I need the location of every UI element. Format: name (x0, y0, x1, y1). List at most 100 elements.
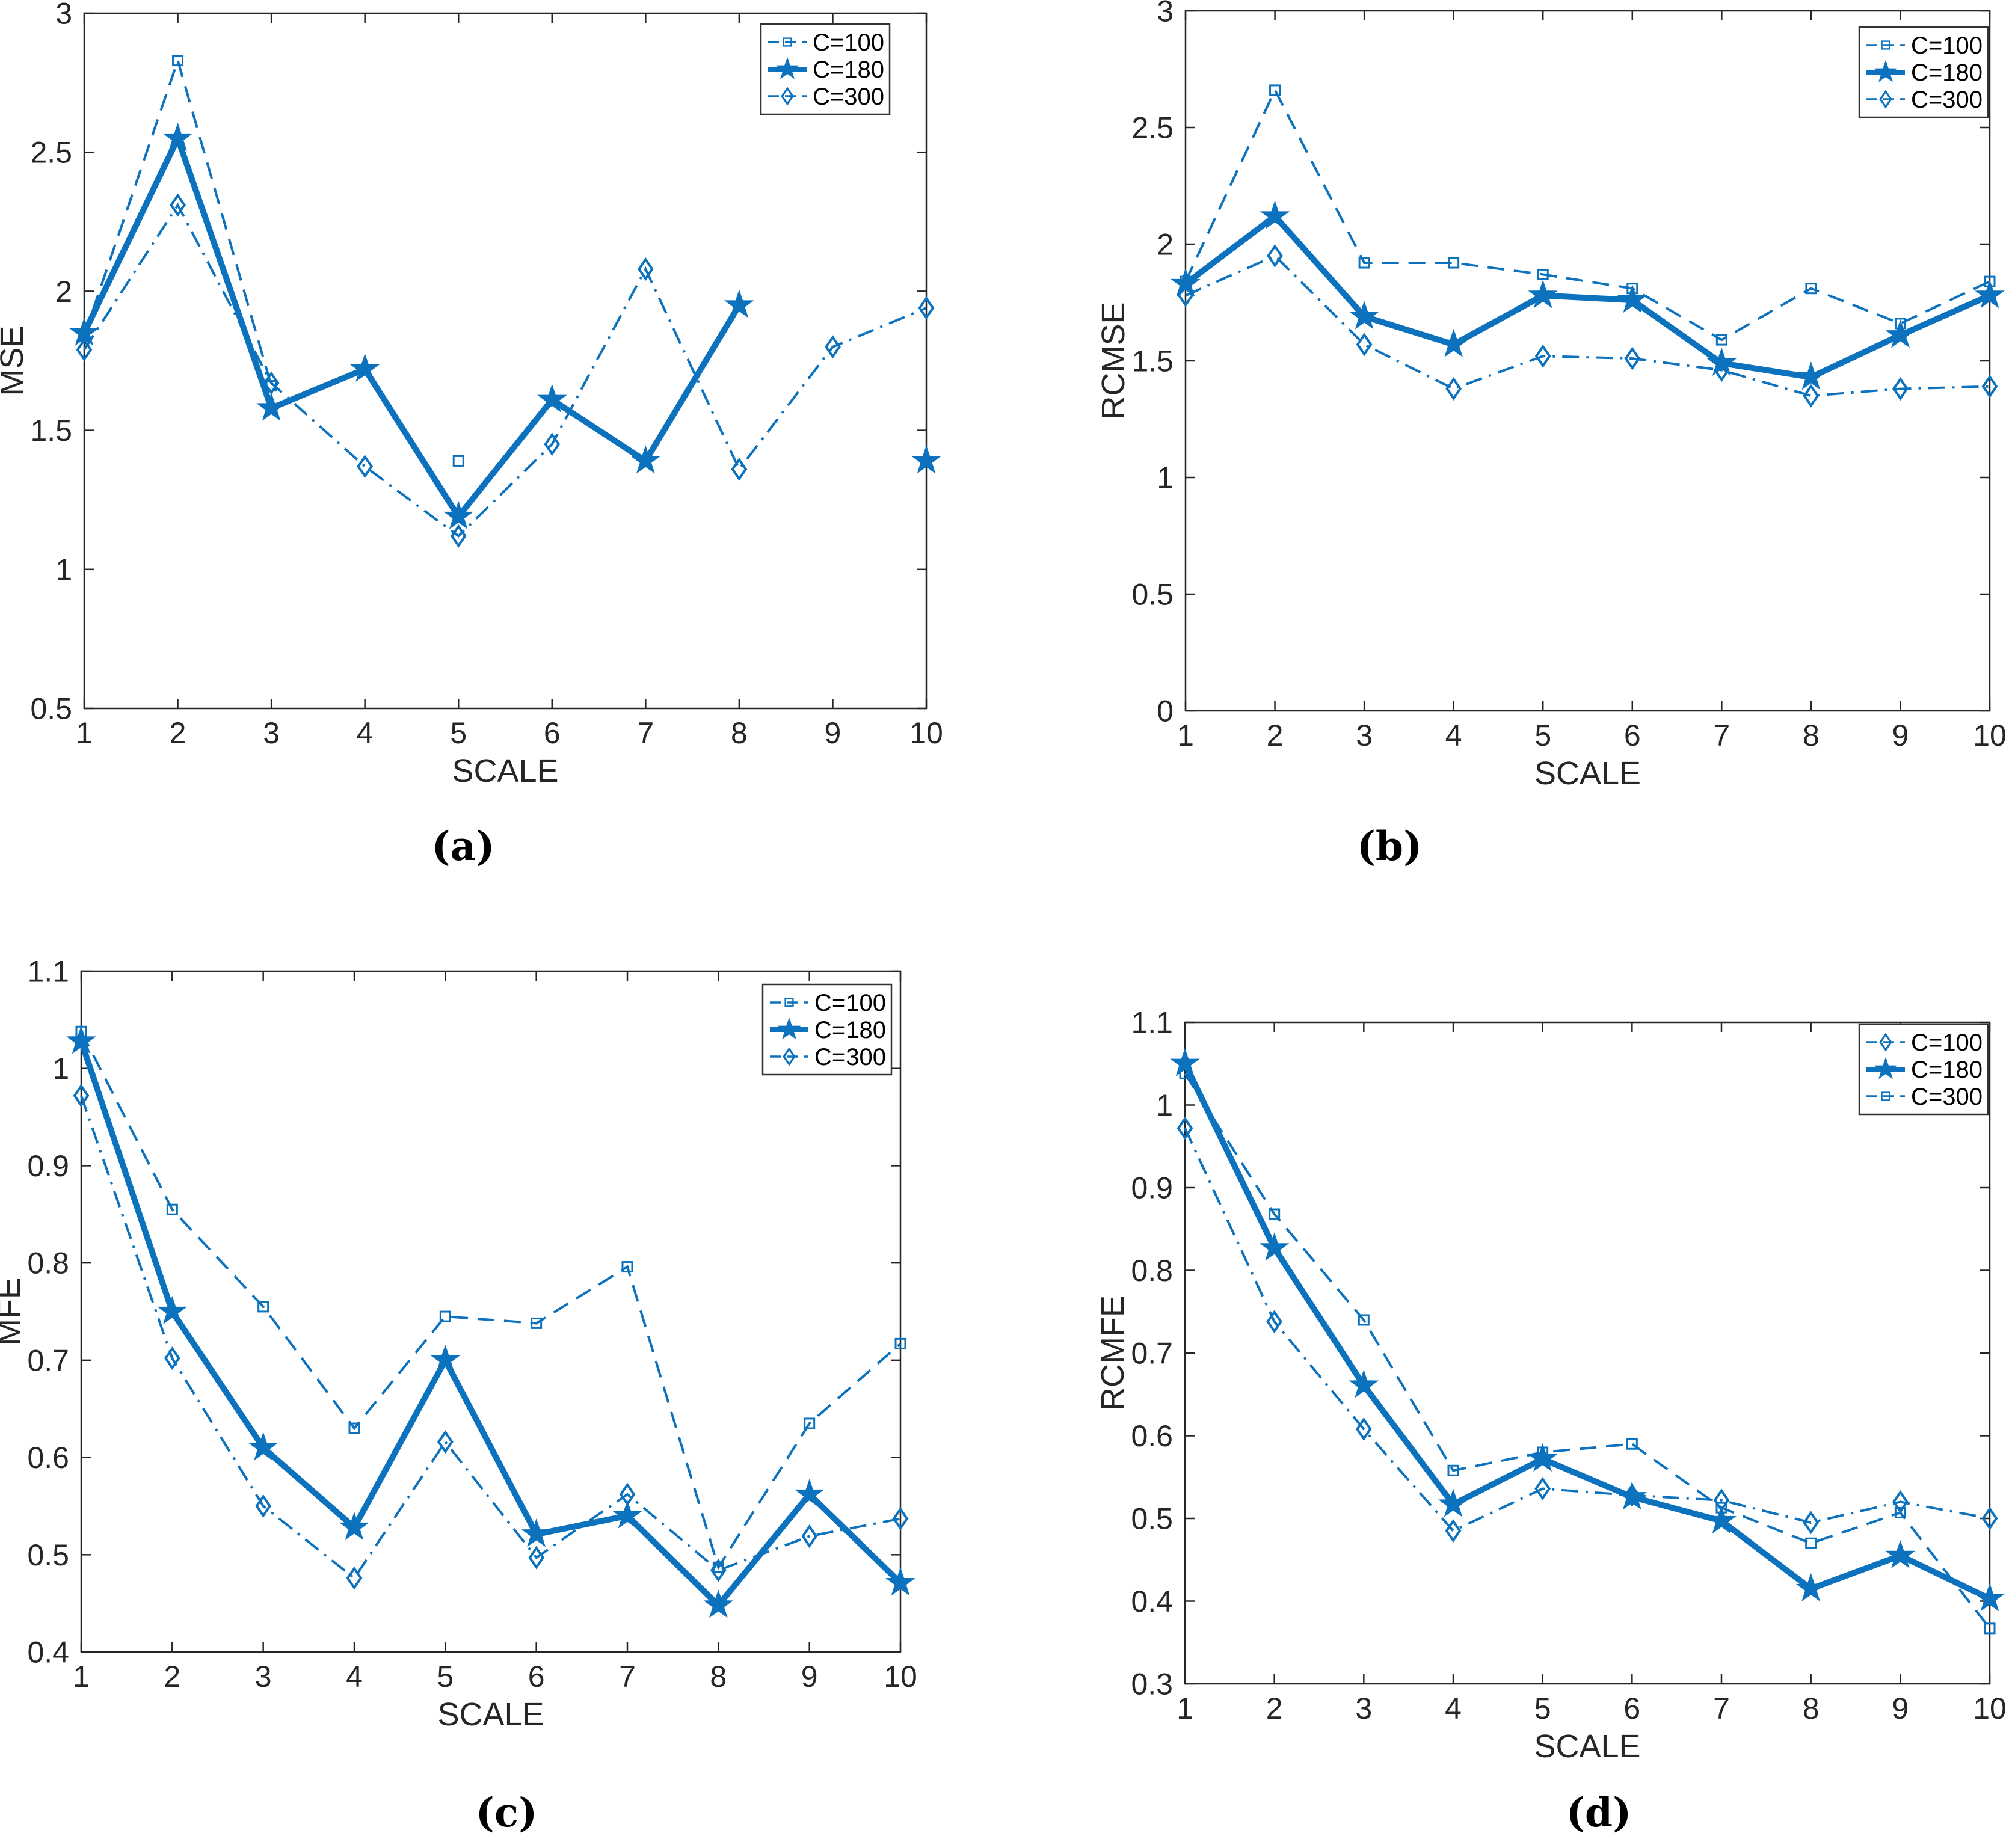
diamond-marker-icon (619, 1482, 636, 1506)
star-marker-icon (66, 1025, 96, 1054)
square-marker-icon (348, 1422, 360, 1434)
star-marker-icon (430, 1344, 461, 1374)
diamond-marker-icon (1177, 1116, 1193, 1140)
y-tick-label: 0.8 (27, 1247, 69, 1280)
x-tick-label: 7 (1713, 719, 1730, 752)
x-tick-label: 2 (1266, 1692, 1283, 1725)
star-marker-icon (1260, 200, 1290, 229)
diamond-marker-icon (1803, 384, 1820, 408)
square-marker-icon (172, 55, 184, 67)
y-tick-label: 0.5 (1131, 578, 1174, 612)
star-marker-icon (1796, 361, 1826, 390)
legend-label: C=180 (1911, 60, 1983, 86)
x-tick-label: 1 (1177, 1692, 1193, 1725)
x-tick-label: 5 (1534, 719, 1551, 752)
square-marker-icon (894, 1337, 906, 1349)
diamond-marker-icon (1803, 1511, 1820, 1535)
star-marker-icon (1438, 328, 1469, 357)
x-tick-label: 6 (544, 716, 561, 750)
square-marker-icon (784, 998, 794, 1007)
diamond-marker-icon (357, 455, 374, 479)
diamond-marker-icon (346, 1566, 363, 1590)
star-marker-icon (537, 384, 567, 413)
diamond-marker-icon (73, 1084, 90, 1108)
x-tick-label: 3 (263, 716, 280, 750)
x-tick-label: 3 (1355, 1692, 1372, 1725)
x-tick-label: 8 (1803, 1692, 1820, 1725)
square-marker-icon (439, 1310, 451, 1322)
square-marker-icon (621, 1261, 633, 1273)
star-marker-icon (1795, 1573, 1826, 1602)
legend-label: C=100 (814, 990, 886, 1016)
plot-box (1184, 1021, 1991, 1685)
diamond-marker-icon (825, 335, 841, 359)
diamond-marker-icon (1713, 358, 1730, 382)
x-tick-label: 8 (710, 1660, 727, 1693)
diamond-marker-icon (892, 1506, 909, 1530)
caption-d: (d) (1566, 1789, 1632, 1836)
star-marker-icon (339, 1511, 369, 1541)
legend-label: C=100 (1911, 1030, 1983, 1056)
diamond-marker-icon (1879, 90, 1892, 109)
square-marker-icon (1715, 334, 1727, 346)
y-tick-label: 0.3 (1131, 1668, 1173, 1701)
y-tick-label: 0.5 (30, 692, 72, 726)
square-marker-icon (1269, 1208, 1281, 1220)
y-tick-label: 3 (1157, 0, 1174, 28)
star-marker-icon (256, 392, 286, 421)
x-tick-label: 6 (1623, 1692, 1640, 1725)
y-axis-label: RCMFE (1095, 1295, 1131, 1411)
legend-label: C=300 (814, 1044, 886, 1070)
square-marker-icon (1894, 1506, 1906, 1518)
series-line-C=300 (83, 203, 927, 538)
x-tick-label: 6 (528, 1660, 545, 1693)
y-tick-label: 0.6 (1131, 1419, 1173, 1453)
y-tick-label: 0.6 (27, 1441, 69, 1475)
x-tick-label: 8 (1803, 719, 1820, 752)
legend-label: C=180 (1911, 1057, 1983, 1083)
square-marker-icon (1358, 257, 1370, 269)
star-marker-icon (248, 1432, 278, 1461)
diamond-marker-icon (1267, 244, 1283, 268)
star-marker-icon (911, 445, 941, 474)
diamond-marker-icon (450, 524, 467, 548)
y-axis-label: MFE (0, 1277, 27, 1346)
y-tick-label: 2.5 (30, 136, 72, 170)
y-tick-label: 1 (1156, 1088, 1173, 1122)
y-tick-label: 0.8 (1131, 1254, 1173, 1288)
y-tick-label: 0.4 (27, 1636, 69, 1669)
diamond-marker-icon (710, 1558, 727, 1582)
y-tick-label: 1.1 (27, 955, 69, 989)
square-marker-icon (257, 1301, 269, 1313)
y-tick-label: 2 (55, 275, 72, 309)
diamond-marker-icon (255, 1494, 272, 1518)
y-tick-label: 2.5 (1131, 111, 1174, 145)
diamond-marker-icon (170, 193, 186, 217)
star-marker-icon (162, 122, 193, 152)
x-tick-label: 5 (437, 1660, 454, 1693)
y-tick-label: 1.5 (1131, 345, 1174, 378)
star-marker-icon (703, 1589, 734, 1618)
star-marker-icon (1885, 1539, 1916, 1569)
square-marker-icon (1881, 40, 1890, 50)
legend-label: C=300 (1911, 1084, 1983, 1110)
star-marker-icon (724, 289, 754, 318)
square-marker-icon (1358, 1314, 1370, 1326)
diamond-marker-icon (1892, 377, 1909, 401)
star-marker-icon (1349, 1369, 1379, 1398)
y-tick-label: 1 (55, 553, 72, 586)
y-axis-label: MSE (0, 325, 30, 396)
square-marker-icon (531, 1317, 543, 1329)
y-tick-label: 0 (1157, 695, 1174, 728)
y-tick-label: 1.1 (1131, 1006, 1173, 1040)
diamond-marker-icon (1534, 1476, 1551, 1501)
legend-label: C=100 (1911, 32, 1983, 59)
star-marker-icon (1617, 1481, 1647, 1510)
x-tick-label: 5 (450, 716, 467, 750)
x-tick-label: 2 (164, 1660, 180, 1693)
square-marker-icon (1626, 1438, 1638, 1450)
diamond-marker-icon (1266, 1310, 1283, 1334)
chart-rcmfe: 1 2 3 4 5 6 7 8 9 10 0.3 0.4 0.5 0.6 0.7 0.8 0.9 1 1.1 SCAL… (1095, 1006, 2007, 1765)
star-marker-icon (1438, 1488, 1468, 1517)
